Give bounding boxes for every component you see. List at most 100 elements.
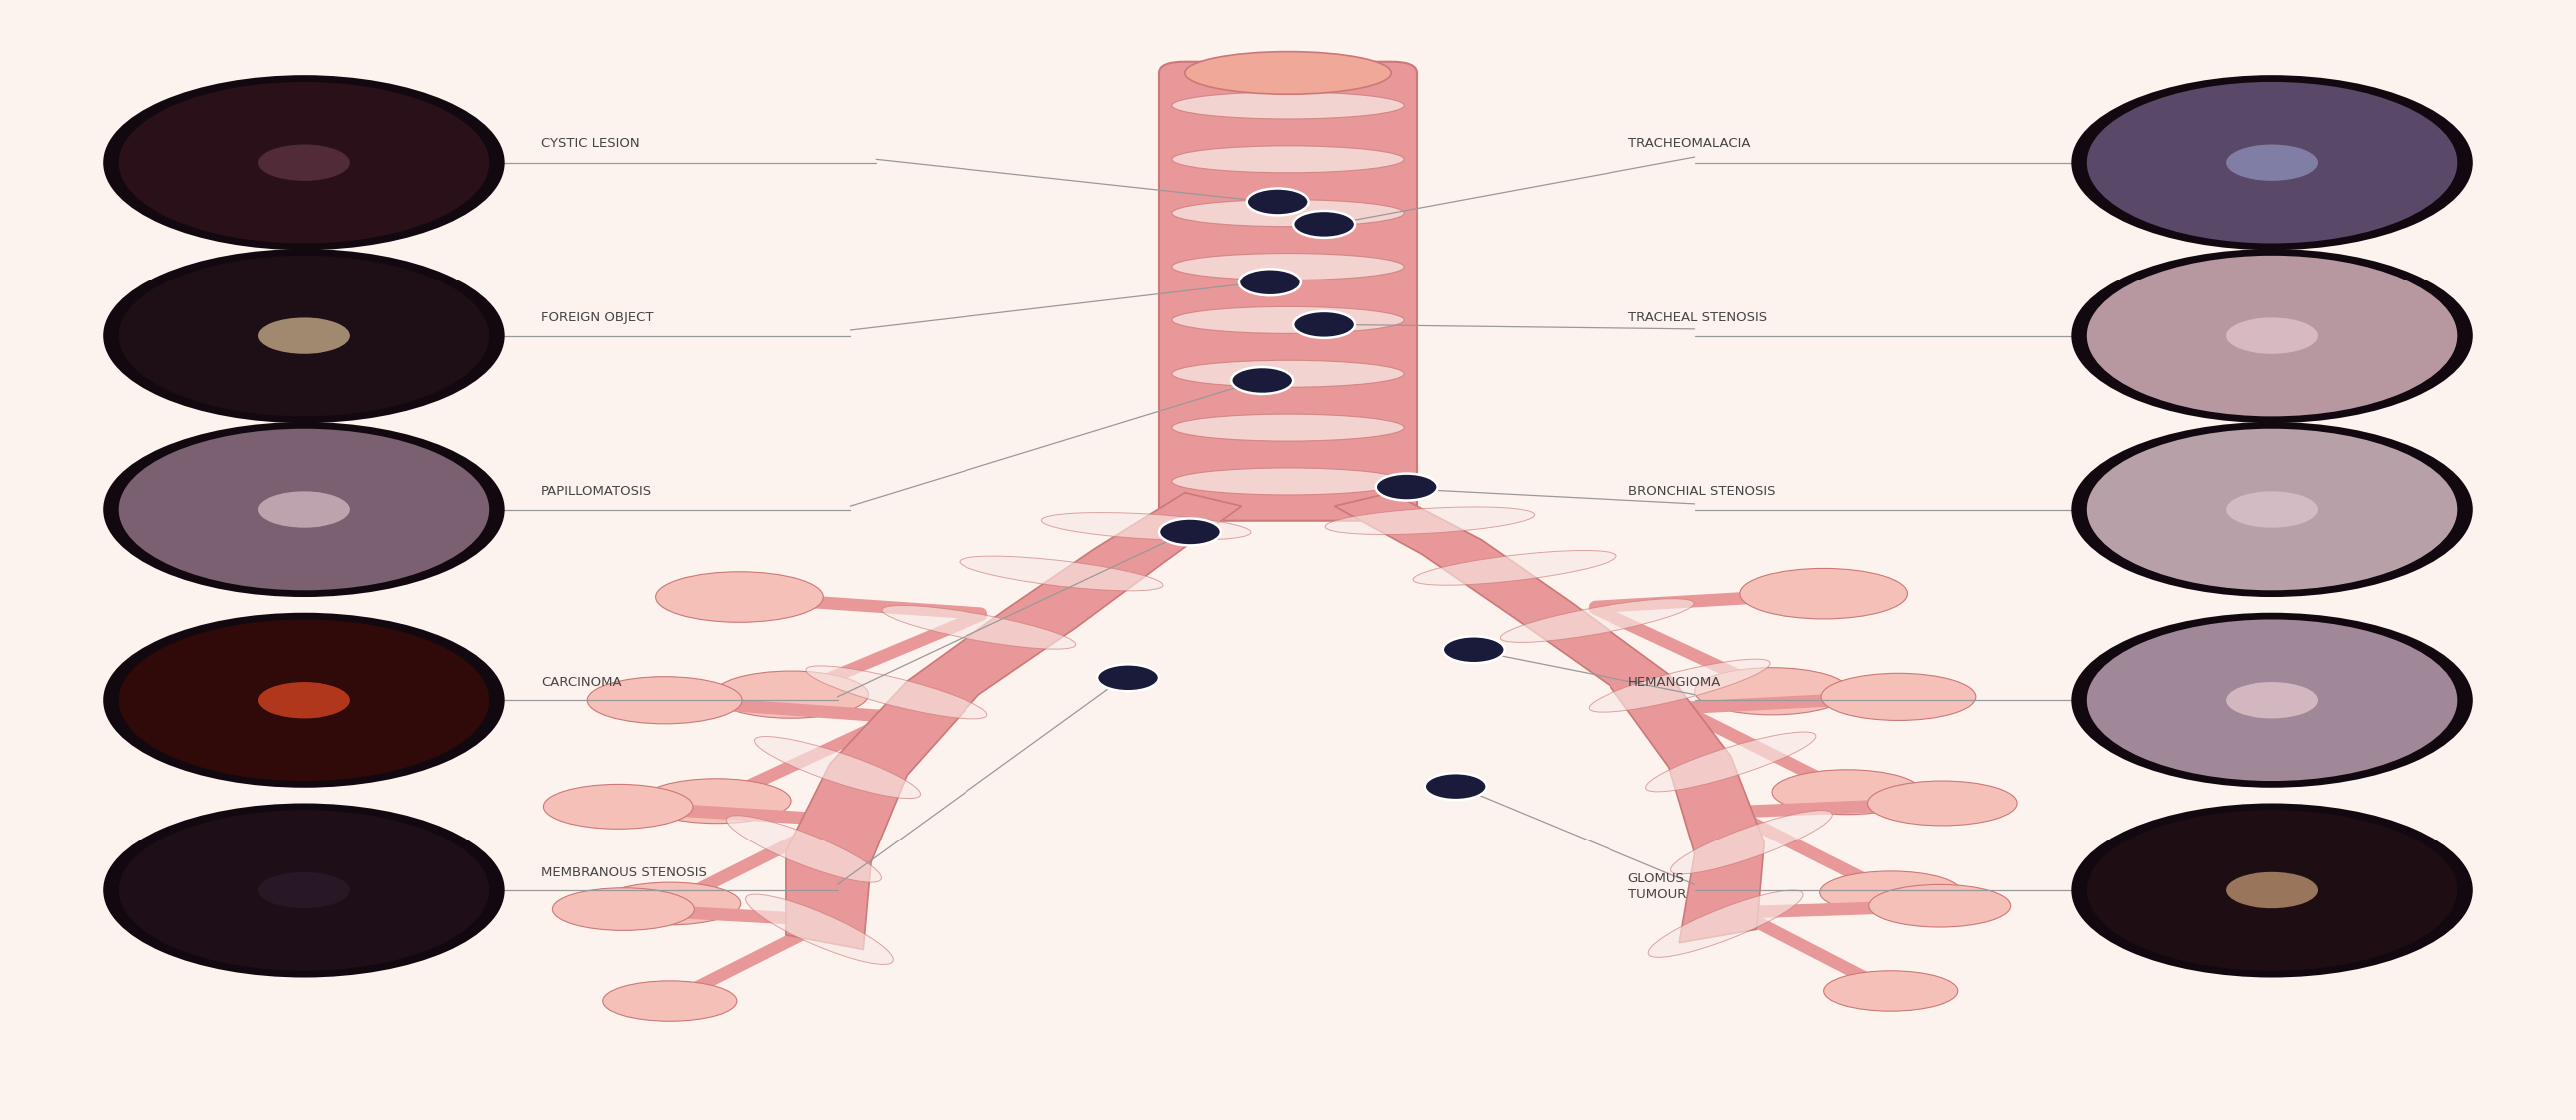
Ellipse shape xyxy=(1819,871,1963,914)
Ellipse shape xyxy=(1172,146,1404,172)
FancyArrowPatch shape xyxy=(626,909,827,921)
Circle shape xyxy=(1159,519,1221,545)
Circle shape xyxy=(1443,636,1504,663)
Circle shape xyxy=(2087,810,2458,971)
Ellipse shape xyxy=(641,778,791,823)
Ellipse shape xyxy=(598,883,742,925)
Circle shape xyxy=(1376,474,1437,501)
Ellipse shape xyxy=(1172,307,1404,334)
Ellipse shape xyxy=(1741,569,1906,618)
Ellipse shape xyxy=(258,318,350,354)
FancyArrowPatch shape xyxy=(1682,697,1896,708)
Ellipse shape xyxy=(1649,890,1803,958)
Circle shape xyxy=(2071,803,2473,978)
Circle shape xyxy=(1293,311,1355,338)
Text: TRACHEOMALACIA: TRACHEOMALACIA xyxy=(1628,137,1749,150)
Circle shape xyxy=(118,429,489,590)
Ellipse shape xyxy=(958,557,1164,590)
Circle shape xyxy=(103,422,505,597)
Ellipse shape xyxy=(1589,659,1770,712)
Ellipse shape xyxy=(2226,492,2318,528)
Polygon shape xyxy=(1334,493,1765,943)
Ellipse shape xyxy=(544,784,693,829)
Ellipse shape xyxy=(1172,92,1404,119)
Circle shape xyxy=(1247,188,1309,215)
Circle shape xyxy=(103,75,505,250)
FancyArrowPatch shape xyxy=(672,922,827,1000)
Circle shape xyxy=(103,249,505,423)
Ellipse shape xyxy=(1868,781,2017,825)
Ellipse shape xyxy=(1324,507,1535,534)
Circle shape xyxy=(118,619,489,781)
Text: MEMBRANOUS STENOSIS: MEMBRANOUS STENOSIS xyxy=(541,866,706,879)
Circle shape xyxy=(1097,664,1159,691)
Text: GLOMUS
TUMOUR: GLOMUS TUMOUR xyxy=(1628,872,1687,902)
Circle shape xyxy=(1425,773,1486,800)
Ellipse shape xyxy=(258,144,350,180)
Circle shape xyxy=(2087,255,2458,417)
Ellipse shape xyxy=(258,872,350,908)
FancyArrowPatch shape xyxy=(742,597,981,614)
Circle shape xyxy=(2087,619,2458,781)
Ellipse shape xyxy=(806,665,987,719)
Ellipse shape xyxy=(1172,468,1404,495)
Ellipse shape xyxy=(603,981,737,1021)
Circle shape xyxy=(2087,82,2458,243)
Ellipse shape xyxy=(744,895,894,964)
Ellipse shape xyxy=(1172,414,1404,441)
Ellipse shape xyxy=(755,736,920,799)
Circle shape xyxy=(2087,429,2458,590)
FancyArrowPatch shape xyxy=(667,700,894,717)
Circle shape xyxy=(2071,75,2473,250)
Text: HEMANGIOMA: HEMANGIOMA xyxy=(1628,675,1721,689)
Ellipse shape xyxy=(1821,673,1976,720)
Circle shape xyxy=(1293,211,1355,237)
Ellipse shape xyxy=(2226,144,2318,180)
Ellipse shape xyxy=(1172,253,1404,280)
Circle shape xyxy=(103,803,505,978)
Circle shape xyxy=(118,810,489,971)
Ellipse shape xyxy=(2226,872,2318,908)
Ellipse shape xyxy=(258,492,350,528)
Ellipse shape xyxy=(1672,810,1832,875)
Ellipse shape xyxy=(1185,52,1391,94)
Text: TRACHEAL STENOSIS: TRACHEAL STENOSIS xyxy=(1628,311,1767,325)
Ellipse shape xyxy=(587,676,742,724)
Ellipse shape xyxy=(1041,513,1252,540)
Circle shape xyxy=(2071,613,2473,787)
Text: PAPILLOMATOSIS: PAPILLOMATOSIS xyxy=(541,485,652,498)
Circle shape xyxy=(103,613,505,787)
Ellipse shape xyxy=(2226,318,2318,354)
FancyArrowPatch shape xyxy=(719,718,894,800)
Ellipse shape xyxy=(1412,551,1618,585)
FancyBboxPatch shape xyxy=(1159,62,1417,521)
Ellipse shape xyxy=(2226,682,2318,718)
Ellipse shape xyxy=(1172,199,1404,226)
Text: CARCINOMA: CARCINOMA xyxy=(541,675,621,689)
Ellipse shape xyxy=(726,815,881,883)
Ellipse shape xyxy=(881,606,1077,648)
FancyArrowPatch shape xyxy=(1682,709,1844,791)
Ellipse shape xyxy=(1824,971,1958,1011)
Text: FOREIGN OBJECT: FOREIGN OBJECT xyxy=(541,311,654,325)
Circle shape xyxy=(1239,269,1301,296)
Polygon shape xyxy=(786,493,1242,950)
Circle shape xyxy=(2071,422,2473,597)
Ellipse shape xyxy=(1695,668,1850,715)
Ellipse shape xyxy=(1499,599,1695,642)
Text: BRONCHIAL STENOSIS: BRONCHIAL STENOSIS xyxy=(1628,485,1775,498)
Text: CYSTIC LESION: CYSTIC LESION xyxy=(541,137,639,150)
FancyArrowPatch shape xyxy=(1734,813,1888,892)
Ellipse shape xyxy=(1646,731,1816,792)
FancyArrowPatch shape xyxy=(1741,906,1937,913)
FancyArrowPatch shape xyxy=(672,821,835,903)
FancyArrowPatch shape xyxy=(1595,608,1770,690)
FancyArrowPatch shape xyxy=(793,615,981,693)
Circle shape xyxy=(118,82,489,243)
Circle shape xyxy=(118,255,489,417)
Ellipse shape xyxy=(654,571,824,623)
FancyArrowPatch shape xyxy=(1734,803,1940,812)
Ellipse shape xyxy=(1172,361,1404,388)
Ellipse shape xyxy=(551,888,696,931)
Ellipse shape xyxy=(258,682,350,718)
